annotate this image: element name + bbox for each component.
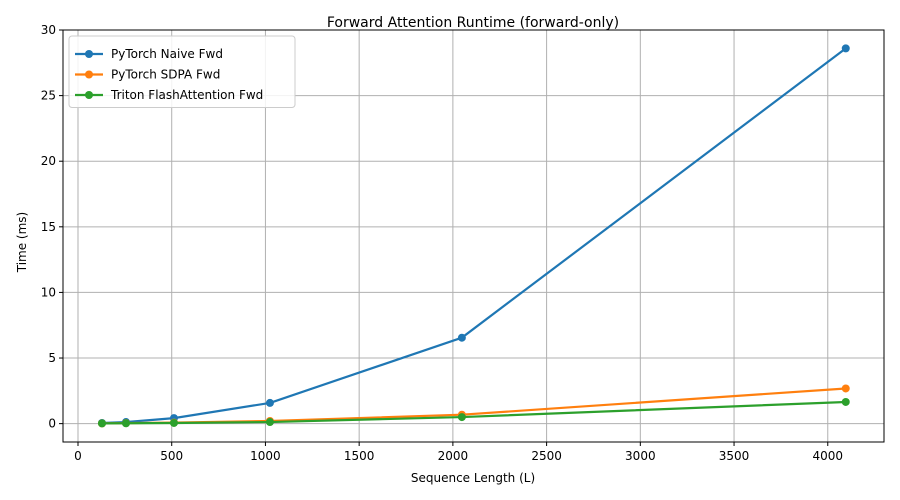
data-point: [265, 398, 274, 407]
y-tick-label: 15: [41, 220, 56, 234]
data-point: [841, 397, 850, 406]
legend-label: Triton FlashAttention Fwd: [110, 88, 263, 102]
x-tick-label: 3500: [719, 449, 750, 463]
y-tick-label: 20: [41, 154, 56, 168]
data-point: [169, 418, 178, 427]
y-tick-label: 25: [41, 89, 56, 103]
data-point: [265, 418, 274, 427]
y-tick-label: 30: [41, 23, 56, 37]
legend-item: PyTorch Naive Fwd: [75, 47, 223, 61]
series-layer: [97, 44, 850, 428]
x-tick-label: 3000: [625, 449, 656, 463]
x-tick-label: 0: [74, 449, 82, 463]
x-tick-label: 4000: [812, 449, 843, 463]
legend: PyTorch Naive Fwd PyTorch SDPA Fwd Triton …: [68, 35, 296, 108]
legend-label: PyTorch SDPA Fwd: [111, 68, 220, 82]
legend-box: [68, 35, 296, 108]
legend-marker: [85, 91, 93, 99]
x-tick-label: 2000: [438, 449, 469, 463]
x-tick-label: 500: [160, 449, 183, 463]
data-point: [841, 44, 850, 53]
legend-label: PyTorch Naive Fwd: [111, 47, 223, 61]
x-tick-label: 2500: [531, 449, 562, 463]
ticks: 0 500 1000 1500 2000 2500 3000 3500 4000 0 5 10 15 20…: [41, 23, 843, 463]
data-point: [457, 413, 466, 422]
legend-item: Triton FlashAttention Fwd: [75, 88, 263, 102]
series-2: [97, 397, 850, 428]
data-point: [121, 419, 130, 428]
y-axis-label: Time (ms): [15, 212, 29, 274]
legend-marker: [85, 50, 93, 58]
chart-title: Forward Attention Runtime (forward-only): [327, 15, 619, 31]
data-point: [841, 384, 850, 393]
legend-marker: [85, 70, 93, 79]
x-axis-label: Sequence Length (L): [411, 471, 535, 485]
data-point: [97, 419, 106, 428]
y-tick-label: 10: [41, 285, 56, 299]
x-tick-label: 1000: [250, 449, 281, 463]
data-point: [457, 333, 466, 342]
legend-item: PyTorch SDPA Fwd: [75, 68, 220, 82]
plot-frame: [62, 29, 885, 443]
y-tick-label: 5: [48, 351, 56, 365]
y-tick-label: 0: [48, 417, 56, 431]
x-tick-label: 1500: [344, 449, 375, 463]
